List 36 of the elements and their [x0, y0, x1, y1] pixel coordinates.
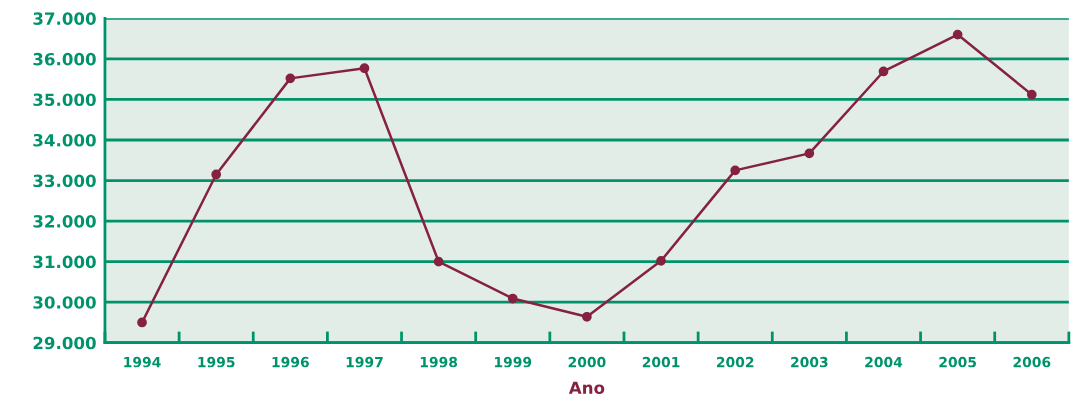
- x-tick-label: 2004: [865, 356, 903, 368]
- x-tick-label: 1996: [272, 356, 309, 368]
- point: [656, 255, 666, 266]
- point: [137, 317, 147, 328]
- x-axis-title: Ano: [568, 381, 605, 395]
- point: [285, 73, 296, 84]
- x-tick-label: 2000: [568, 356, 606, 368]
- point: [804, 148, 815, 159]
- y-tick-label: 29.000: [33, 336, 96, 350]
- x-tick-label: 1994: [124, 356, 161, 368]
- x-tick-label: 2001: [642, 356, 680, 368]
- point: [952, 29, 963, 40]
- point: [211, 169, 222, 180]
- x-tick-label: 1995: [198, 356, 235, 368]
- x-tick-label: 2006: [1013, 356, 1051, 368]
- y-tick-label: 35.000: [33, 93, 96, 107]
- y-tick-label: 32.000: [33, 215, 96, 228]
- x-tick-label: 2005: [939, 356, 976, 368]
- y-tick-label: 31.000: [33, 255, 96, 269]
- y-tick-label: 30.000: [33, 296, 96, 309]
- point: [507, 293, 518, 304]
- point: [878, 66, 889, 77]
- y-tick-label: 34.000: [33, 133, 96, 147]
- x-tick-label: 2003: [791, 356, 828, 368]
- y-tick-label: 37.000: [33, 12, 96, 25]
- point: [730, 165, 741, 176]
- point: [433, 256, 444, 267]
- point: [1026, 89, 1037, 100]
- point: [582, 311, 592, 322]
- y-tick-label: 33.000: [33, 174, 96, 188]
- x-tick-label: 1999: [495, 356, 532, 368]
- x-tick-label: 2002: [716, 356, 754, 368]
- y-tick-label: 36.000: [33, 52, 96, 66]
- point: [359, 63, 370, 74]
- x-tick-label: 1997: [346, 356, 383, 368]
- x-tick-label: 1998: [420, 356, 458, 368]
